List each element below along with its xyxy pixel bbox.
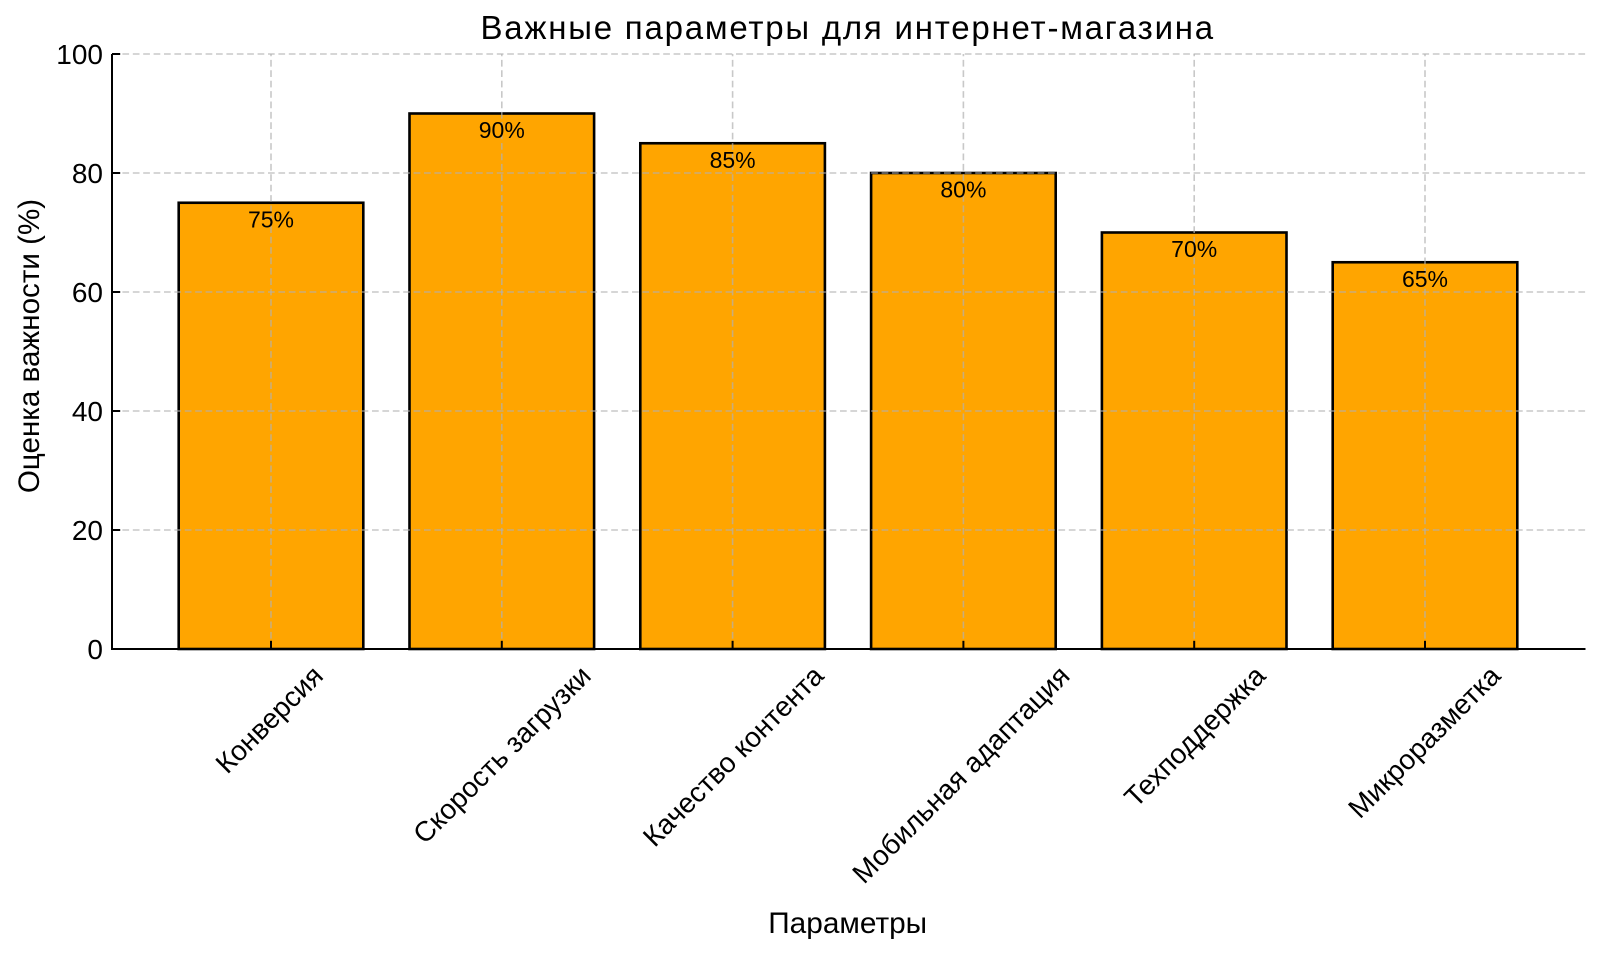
svg-text:0: 0	[87, 634, 103, 665]
svg-text:100: 100	[56, 39, 103, 70]
svg-text:60: 60	[72, 277, 103, 308]
svg-text:Оценка важности (%): Оценка важности (%)	[13, 199, 46, 493]
svg-text:Параметры: Параметры	[768, 907, 927, 940]
svg-text:65%: 65%	[1402, 266, 1448, 292]
svg-text:85%: 85%	[710, 147, 756, 173]
svg-text:20: 20	[72, 515, 103, 546]
svg-text:40: 40	[72, 396, 103, 427]
svg-text:90%: 90%	[479, 117, 525, 143]
svg-text:70%: 70%	[1171, 236, 1217, 262]
svg-text:75%: 75%	[248, 206, 294, 232]
svg-text:80%: 80%	[940, 177, 986, 203]
svg-text:80: 80	[72, 158, 103, 189]
svg-text:Важные параметры для интернет-: Важные параметры для интернет-магазина	[480, 9, 1215, 46]
